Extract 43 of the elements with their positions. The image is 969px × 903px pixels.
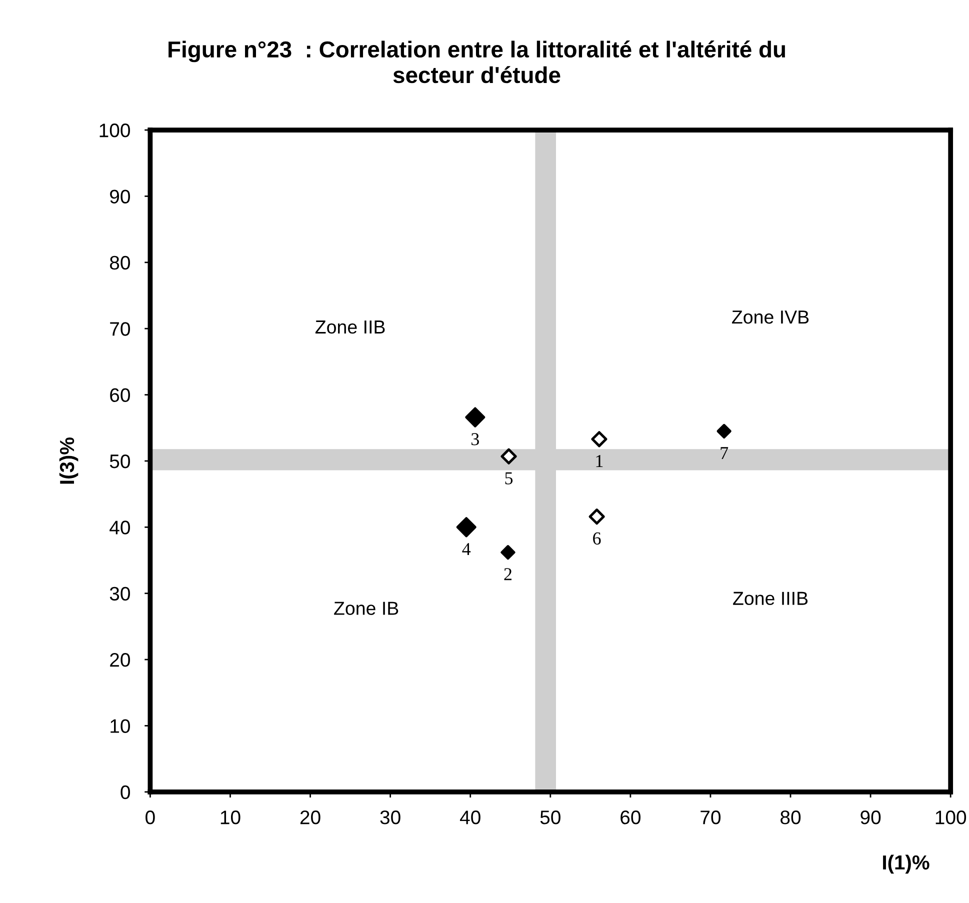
annotation: Zone IB	[334, 602, 398, 615]
point	[456, 517, 476, 538]
x-tick-label: 60	[620, 810, 640, 824]
y-tick-label: 0	[120, 785, 130, 800]
x-tick-label: 80	[780, 810, 801, 824]
x-tick-label: 40	[460, 810, 480, 824]
x-tick-label: 30	[380, 810, 400, 824]
x-tick-label: 50	[540, 810, 560, 824]
y-tick-label: 50	[110, 454, 130, 468]
chart-title: Figure n°23 : Correlation entre la littoralité et l'altérité du secteur d'étude	[168, 40, 785, 84]
x-tick-label: 20	[300, 810, 320, 824]
annotation: 4	[462, 543, 471, 555]
y-tick-label: 90	[110, 190, 130, 204]
annotation: 1	[596, 455, 603, 467]
annotation: 5	[505, 472, 513, 484]
point	[591, 431, 608, 448]
annotation: Zone IVB	[732, 310, 809, 324]
y-axis-title: I(3)%	[59, 437, 78, 484]
y-tick-label: 30	[110, 586, 130, 601]
y-tick-label: 20	[110, 653, 130, 667]
annotation: Zone IIB	[315, 320, 385, 334]
point	[716, 424, 732, 438]
y-tick-label: 80	[110, 256, 130, 270]
x-tick-label: 70	[700, 810, 721, 824]
point	[588, 508, 605, 525]
x-tick-label: 0	[146, 810, 155, 824]
x-tick-label: 10	[220, 810, 240, 824]
y-tick-label: 10	[110, 719, 130, 733]
point	[500, 545, 516, 560]
x-tick-label: 90	[860, 810, 881, 824]
x-axis-title: I(1)%	[883, 854, 930, 874]
annotation: 3	[472, 433, 479, 446]
annotation: 7	[720, 447, 728, 460]
annotation: 2	[504, 568, 512, 580]
y-tick-label: 100	[100, 124, 130, 138]
point	[465, 407, 486, 428]
annotation: Zone IIIB	[733, 592, 808, 606]
y-tick-label: 60	[110, 388, 130, 402]
annotation: 6	[593, 532, 601, 545]
point	[500, 448, 517, 464]
y-tick-label: 40	[110, 520, 130, 534]
y-tick-label: 70	[110, 322, 130, 336]
x-tick-label: 100	[936, 810, 966, 824]
